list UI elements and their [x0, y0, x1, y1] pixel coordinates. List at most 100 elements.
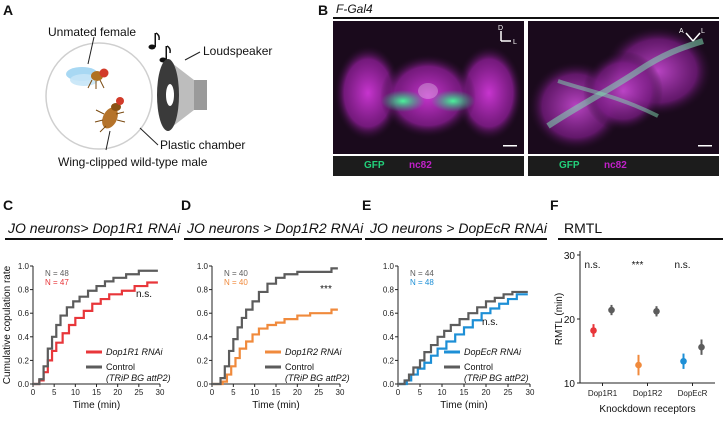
y-tick-label: 10 — [564, 379, 576, 390]
y-tick-label: 0.2 — [197, 356, 209, 365]
n-rnai-label: N = 40 — [224, 278, 248, 287]
series-line — [398, 290, 528, 386]
speaker-leader-line — [184, 51, 201, 61]
channel-bar-right: GFP nc82 — [528, 156, 719, 176]
chart-f: 10 20 30 RMTL (min) Dop1R1 n.s. Dop1R2 *** DopEc… — [554, 251, 715, 415]
y-axis-title: Cumulative copulation rate — [2, 265, 13, 384]
dorsal-brain-image: A L — [528, 21, 719, 154]
significance-label: n.s. — [482, 317, 498, 328]
y-tick-label: 0.2 — [18, 356, 30, 365]
y-tick-label: 30 — [564, 251, 576, 262]
orientation-l2-text: L — [701, 28, 705, 35]
y-tick-label: 0.0 — [18, 380, 30, 389]
x-tick-label: 10 — [438, 388, 447, 397]
x-tick-label: 30 — [336, 388, 345, 397]
unmated-female-label: Unmated female — [48, 25, 137, 39]
y-axis-title: RMTL (min) — [554, 293, 565, 345]
legend-control-label: Control — [106, 362, 135, 372]
series-line — [212, 308, 338, 386]
n-control-label: N = 40 — [224, 269, 248, 278]
legend-control-sub: (TRiP BG attP2) — [464, 373, 529, 383]
loudspeaker-drawing — [157, 59, 207, 131]
mean-point — [653, 308, 660, 315]
significance-label: n.s. — [584, 260, 600, 271]
orientation-a-text: A — [679, 28, 684, 35]
chamber-leader-line — [139, 127, 159, 146]
series-line — [398, 293, 528, 386]
x-tick-label: 0 — [210, 388, 215, 397]
orientation-dl-icon — [500, 31, 511, 42]
x-axis-title: Time (min) — [440, 400, 487, 411]
plastic-chamber-label: Plastic chamber — [160, 138, 246, 152]
x-tick-label: 5 — [52, 388, 57, 397]
x-tick-label: 0 — [31, 388, 36, 397]
x-tick-label: 5 — [231, 388, 236, 397]
orientation-l-text: L — [513, 39, 517, 46]
y-tick-label: 0.8 — [383, 286, 395, 295]
series-line — [33, 281, 158, 386]
panel-d-rule — [184, 238, 362, 240]
x-tick-label: DopEcR — [678, 389, 708, 398]
panel-f-label: F — [550, 197, 559, 213]
x-tick-label: 15 — [92, 388, 101, 397]
male-fly-drawing — [94, 97, 126, 133]
gfp-label: GFP — [364, 160, 385, 171]
y-tick-label: 0.0 — [197, 380, 209, 389]
x-tick-label: 15 — [272, 388, 281, 397]
x-tick-label: 25 — [314, 388, 323, 397]
significance-label: n.s. — [136, 289, 152, 300]
gfp-label: GFP — [559, 160, 580, 171]
chart-e: 0.0 0.2 0.4 0.6 0.8 1.0 0 5 10 15 20 25 30 Time (min)… — [383, 262, 535, 411]
chart-c: 0.0 0.2 0.4 0.6 0.8 1.0 0 5 10 15 20 25 30 Time (min)… — [2, 262, 171, 411]
legend-rnai-label: Dop1R1 RNAi — [106, 347, 164, 357]
x-tick-label: Dop1R2 — [633, 389, 663, 398]
legend-control-label: Control — [285, 362, 314, 372]
x-tick-label: 20 — [482, 388, 491, 397]
x-tick-label: 5 — [418, 388, 423, 397]
x-tick-label: 30 — [156, 388, 165, 397]
frontal-brain-image: D L — [333, 21, 524, 154]
legend-rnai-label: DopEcR RNAi — [464, 347, 522, 357]
mean-point — [680, 357, 687, 365]
y-tick-label: 0.0 — [383, 380, 395, 389]
female-leader-line — [87, 36, 95, 65]
x-tick-label: 25 — [504, 388, 513, 397]
nc82-label: nc82 — [409, 160, 432, 171]
y-tick-label: 0.6 — [18, 309, 30, 318]
panel-f-rule — [558, 238, 723, 240]
y-tick-label: 1.0 — [197, 262, 209, 271]
panel-c-rule — [5, 238, 173, 240]
panel-e-title: JO neurons > DopEcR RNAi — [370, 220, 548, 236]
mean-point — [590, 327, 597, 334]
x-tick-label: 10 — [250, 388, 259, 397]
panel-c-title: JO neurons> Dop1R1 RNAi — [8, 220, 181, 236]
significance-label: *** — [632, 260, 644, 271]
legend-rnai-label: Dop1R2 RNAi — [285, 347, 343, 357]
mean-point — [635, 361, 642, 369]
mean-point — [608, 306, 615, 314]
x-tick-label: 30 — [526, 388, 535, 397]
music-note-icon — [148, 32, 171, 63]
y-tick-label: 20 — [564, 315, 576, 326]
panel-d-title: JO neurons > Dop1R2 RNAi — [187, 220, 364, 236]
series-line — [33, 269, 158, 386]
panel-c-label: C — [3, 197, 14, 213]
plastic-chamber-drawing — [45, 42, 153, 150]
panel-d-label: D — [181, 197, 192, 213]
y-tick-label: 1.0 — [18, 262, 30, 271]
mean-point — [698, 343, 705, 351]
panel-b-label: B — [318, 2, 329, 18]
y-tick-label: 0.2 — [383, 356, 395, 365]
y-tick-label: 0.4 — [383, 333, 395, 342]
x-tick-label: 20 — [113, 388, 122, 397]
n-rnai-label: N = 48 — [410, 278, 434, 287]
y-tick-label: 0.8 — [18, 286, 30, 295]
panel-b-rule — [333, 17, 719, 19]
y-tick-label: 0.4 — [197, 333, 209, 342]
x-tick-label: 25 — [134, 388, 143, 397]
y-tick-label: 0.6 — [197, 309, 209, 318]
significance-label: n.s. — [674, 260, 690, 271]
n-control-label: N = 44 — [410, 269, 434, 278]
orientation-al-icon — [685, 32, 701, 42]
scale-bar — [503, 145, 517, 147]
